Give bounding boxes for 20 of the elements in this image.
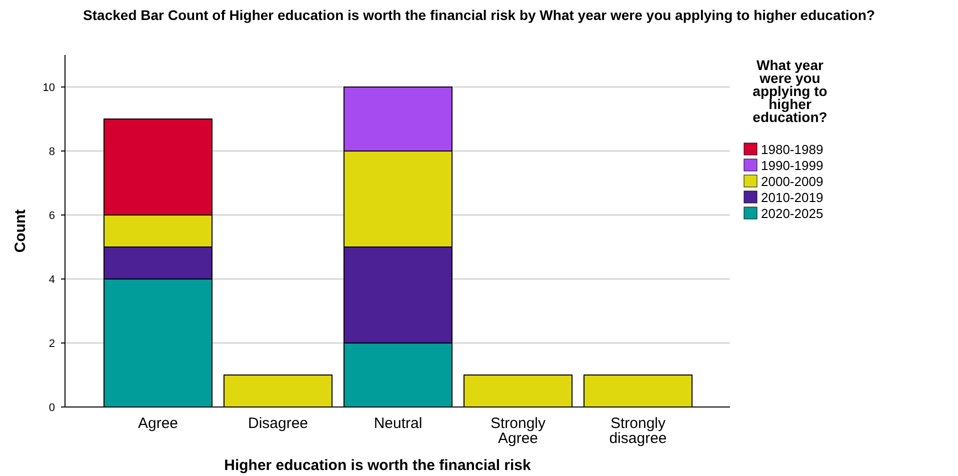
x-tick-label: Strongly disagree bbox=[609, 415, 667, 447]
y-tick-label: 4 bbox=[48, 274, 55, 286]
y-tick-label: 2 bbox=[48, 338, 55, 350]
x-tick-label: Agree bbox=[138, 415, 178, 432]
legend-label: 2010-2019 bbox=[761, 190, 824, 205]
legend-label: 2000-2009 bbox=[761, 174, 824, 189]
x-tick-label: Disagree bbox=[248, 415, 308, 432]
y-tick-label: 8 bbox=[48, 146, 55, 158]
x-axis-title: Higher education is worth the financial risk bbox=[224, 457, 532, 474]
x-tick-label: Neutral bbox=[374, 415, 422, 432]
y-tick-label: 0 bbox=[48, 402, 55, 414]
chart-title: Stacked Bar Count of Higher education is worth the financial risk by What year were you applying to higher education? bbox=[83, 7, 875, 23]
y-tick-label: 6 bbox=[48, 210, 55, 222]
legend-label: 2020-2025 bbox=[761, 206, 824, 221]
legend-label: 1980-1989 bbox=[761, 142, 824, 157]
legend-title: What year were you applying to higher education? bbox=[752, 57, 828, 125]
y-axis-title: Count bbox=[12, 209, 29, 253]
legend-label: 1990-1999 bbox=[761, 158, 824, 173]
x-tick-label: Strongly Agree bbox=[490, 415, 546, 447]
y-tick-label: 10 bbox=[42, 82, 55, 94]
